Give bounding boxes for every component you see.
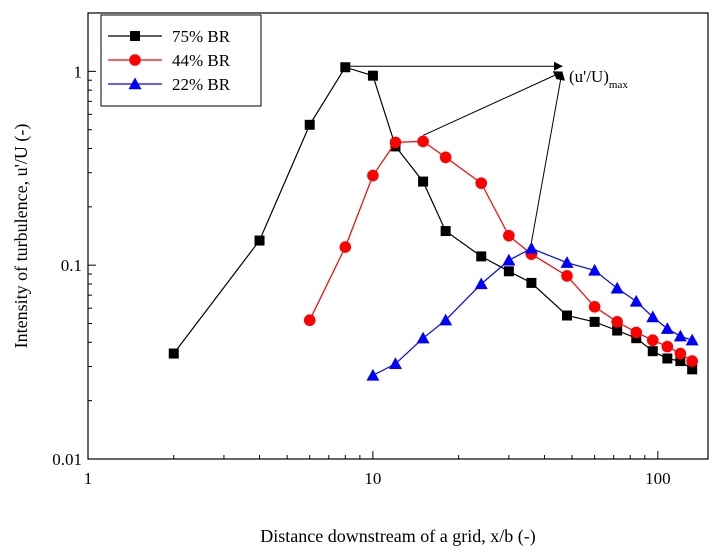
series-circle [303, 135, 698, 367]
data-point-triangle [629, 294, 643, 307]
data-point-circle [439, 151, 452, 164]
data-point-square [562, 310, 573, 321]
data-point-triangle [439, 313, 453, 326]
data-point-triangle [673, 329, 687, 342]
data-point-triangle [416, 331, 430, 344]
data-point-circle [475, 177, 488, 189]
data-point-square [589, 316, 600, 327]
plot-frame [87, 12, 709, 460]
annotation-label: (u'/U)max [569, 67, 628, 91]
annotation-group [345, 61, 565, 243]
series-layer [168, 62, 699, 381]
data-point-square [503, 266, 514, 277]
data-point-square [168, 348, 179, 359]
x-tick-label: 10 [364, 469, 381, 488]
data-point-triangle [560, 256, 574, 268]
data-point-circle [303, 314, 316, 327]
data-point-triangle [474, 277, 488, 290]
y-axis-title: Intensity of turbulence, u'/U (-) [11, 124, 32, 349]
legend-label: 44% BR [172, 51, 231, 70]
data-point-triangle [660, 322, 674, 334]
data-point-square [526, 277, 537, 288]
data-point-square [418, 176, 429, 187]
series-triangle [366, 241, 699, 381]
x-axis: 1 10 100 [84, 451, 671, 488]
data-point-triangle [128, 77, 142, 90]
x-axis-title: Distance downstream of a grid, x/b (-) [260, 526, 535, 547]
annotation-main: (u'/U) [569, 67, 609, 86]
y-tick-label: 0.01 [52, 450, 82, 469]
data-point-square [612, 325, 623, 336]
data-point-square [675, 356, 686, 367]
y-tick-label: 0.1 [61, 256, 82, 275]
data-point-square [647, 346, 658, 357]
legend-label: 75% BR [172, 27, 231, 46]
annotation-arrow [422, 71, 563, 136]
data-point-circle [686, 355, 698, 367]
data-point-triangle [685, 333, 699, 346]
annotation-subscript: max [609, 79, 628, 91]
series-square [168, 62, 698, 375]
data-point-circle [661, 340, 674, 353]
data-point-square [631, 333, 642, 344]
data-point-triangle [588, 263, 602, 276]
data-point-square [304, 119, 315, 130]
data-point-square [367, 70, 378, 81]
data-point-circle [611, 316, 623, 328]
data-point-circle [503, 229, 515, 242]
data-point-triangle [610, 281, 624, 294]
data-point-circle [588, 300, 601, 313]
data-point-circle [367, 169, 379, 182]
data-point-square [340, 62, 351, 73]
data-point-circle [129, 54, 141, 66]
data-point-triangle [502, 253, 516, 266]
data-point-square [687, 364, 698, 375]
data-point-square [254, 235, 265, 246]
y-tick-label: 1 [74, 62, 83, 81]
data-point-circle [389, 136, 402, 149]
data-point-circle [339, 241, 352, 253]
data-point-circle [674, 347, 687, 360]
y-axis: 0.01 0.1 1 [52, 12, 96, 469]
x-tick-label: 1 [84, 469, 93, 488]
data-point-circle [417, 135, 429, 148]
data-point-triangle [388, 357, 402, 369]
series-line [372, 247, 693, 376]
data-point-square [476, 251, 487, 262]
data-point-square [130, 31, 140, 41]
annotation-arrow [530, 71, 565, 243]
data-point-circle [646, 334, 659, 347]
data-point-circle [630, 326, 643, 339]
data-point-square [440, 226, 451, 237]
data-point-triangle [366, 368, 380, 381]
data-point-triangle [524, 241, 538, 254]
x-tick-label: 100 [645, 469, 671, 488]
legend: 75% BR 44% BR 22% BR [100, 14, 262, 107]
data-point-square [662, 353, 673, 364]
data-point-triangle [646, 310, 660, 323]
data-point-circle [561, 270, 573, 282]
legend-label: 22% BR [172, 75, 231, 94]
